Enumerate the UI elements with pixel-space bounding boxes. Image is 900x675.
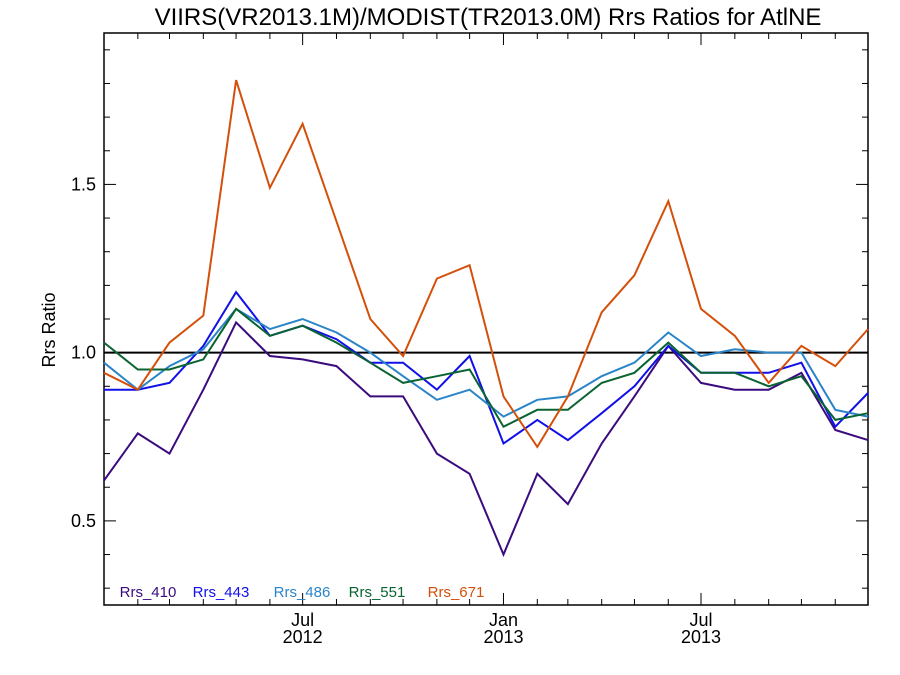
y-tick-label: 0.5 <box>71 511 96 531</box>
series-line-rrs_410 <box>103 320 869 558</box>
y-tick-label: 1.5 <box>71 174 96 194</box>
x-tick-sublabel: 2012 <box>283 627 323 647</box>
legend-item-rrs_551: Rrs_551 <box>349 584 406 601</box>
x-tick-label: Jul <box>690 610 713 630</box>
legend-item-rrs_410: Rrs_410 <box>120 584 177 601</box>
series-line-rrs_551 <box>103 307 869 429</box>
y-axis-label: Rrs Ratio <box>39 292 59 367</box>
legend: Rrs_410 Rrs_443 Rrs_486 Rrs_551 Rrs_671 <box>120 584 485 601</box>
legend-item-rrs_671: Rrs_671 <box>428 584 485 601</box>
x-tick-label: Jan <box>489 610 518 630</box>
x-tick-label: Jul <box>291 610 314 630</box>
x-tick-sublabel: 2013 <box>681 627 721 647</box>
series-group <box>103 79 869 558</box>
y-tick-label: 1.0 <box>71 343 96 363</box>
legend-item-rrs_486: Rrs_486 <box>274 584 331 601</box>
legend-item-rrs_443: Rrs_443 <box>193 584 250 601</box>
chart-title: VIIRS(VR2013.1M)/MODIST(TR2013.0M) Rrs R… <box>155 4 822 31</box>
x-tick-sublabel: 2013 <box>483 627 523 647</box>
series-line-rrs_671 <box>103 79 869 449</box>
series-line-rrs_443 <box>104 290 869 446</box>
